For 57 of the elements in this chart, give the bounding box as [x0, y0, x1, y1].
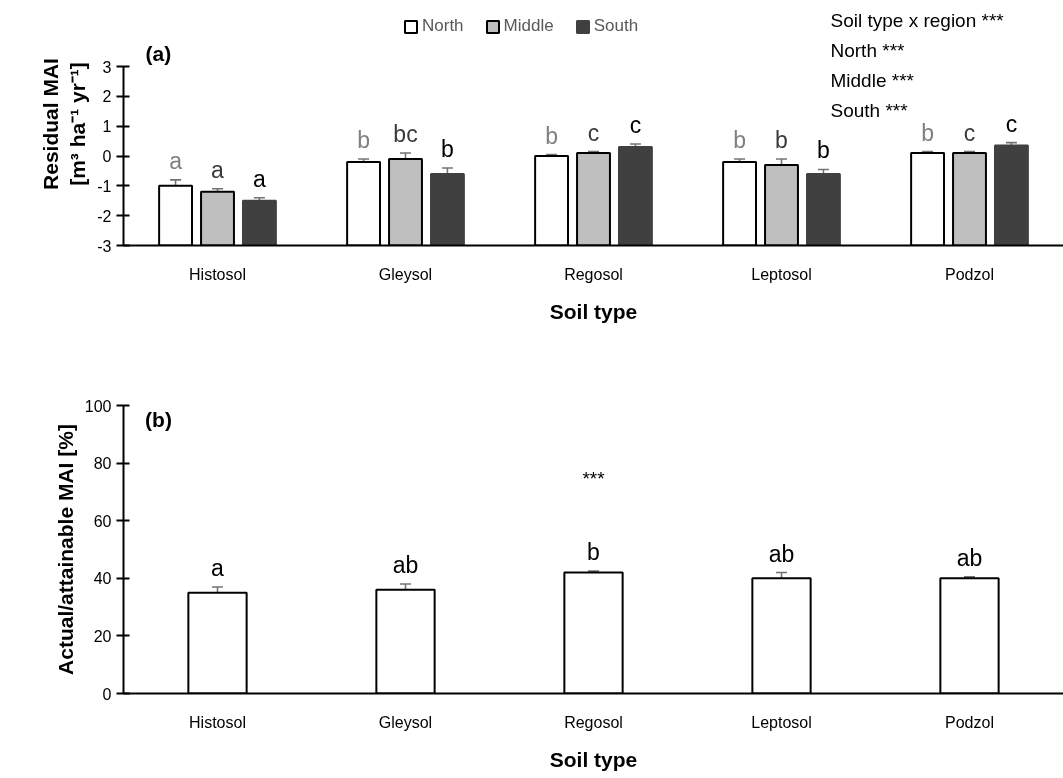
text: Soil type x region ***	[830, 10, 1005, 31]
data-label: a	[211, 156, 225, 183]
x-tick-label: Podzol	[945, 265, 994, 283]
data-label: ab	[956, 544, 983, 571]
data-label: ab	[768, 540, 795, 567]
chart-title: (a)	[145, 42, 172, 65]
y-tick-label: 1	[102, 118, 112, 136]
data-label: c	[629, 112, 642, 139]
x-tick-label: Histosol	[189, 265, 246, 283]
x-tick-label: Histosol	[189, 713, 246, 731]
y-tick-label: 100	[84, 397, 112, 415]
y-tick-label: 80	[93, 455, 112, 473]
legend-label: North	[422, 16, 464, 36]
data-label: b	[587, 539, 600, 566]
annotation: Middle ***	[830, 70, 915, 91]
y-tick-label: 0	[102, 148, 112, 165]
data-label: a	[253, 165, 267, 192]
annotation: South ***	[830, 100, 909, 121]
x-tick-label: Regosol	[564, 265, 623, 283]
y-tick-label: 3	[102, 58, 112, 76]
y-axis-title: Residual MAI [m³ ha⁻¹ yr⁻¹]	[38, 58, 90, 190]
annotation: ***	[582, 468, 606, 489]
data-label: b	[817, 137, 830, 164]
data-label: c	[587, 119, 600, 146]
y-tick-label: -1	[97, 177, 112, 195]
x-tick-label: Gleysol	[378, 265, 433, 283]
x-tick-label: Gleysol	[378, 713, 433, 731]
data-label: b	[441, 135, 454, 162]
x-tick-label: Leptosol	[751, 713, 812, 731]
data-label: b	[775, 126, 788, 153]
data-label: a	[211, 554, 225, 581]
y-tick-label: 0	[102, 685, 112, 703]
x-axis-title: Soil type	[549, 747, 638, 771]
data-label: b	[357, 126, 370, 153]
x-tick-label: Regosol	[564, 713, 623, 731]
data-label: c	[1005, 110, 1018, 137]
data-label: b	[733, 126, 746, 153]
y-tick-label: 60	[93, 512, 112, 530]
x-tick-label: Leptosol	[751, 265, 812, 283]
y-tick-label: 40	[93, 570, 112, 588]
y-tick-label: 20	[93, 627, 112, 645]
text: North ***	[830, 40, 906, 61]
x-axis-title: Soil type	[549, 299, 638, 323]
y-tick-label: -3	[97, 237, 112, 255]
data-label: b	[545, 122, 558, 149]
data-label: a	[169, 147, 183, 174]
legend-label: South	[593, 16, 639, 36]
legend-label: Middle	[503, 16, 554, 36]
x-tick-label: Podzol	[945, 713, 994, 731]
chart-title: (b)	[145, 408, 172, 431]
y-axis-title: Actual/attainable MAI [%]	[53, 424, 77, 675]
y-tick-label: 2	[102, 88, 112, 106]
data-label: ab	[392, 552, 419, 579]
data-label: bc	[393, 121, 418, 148]
y-tick-label: -2	[97, 207, 112, 225]
data-label: c	[963, 119, 976, 146]
data-label: b	[921, 119, 934, 146]
